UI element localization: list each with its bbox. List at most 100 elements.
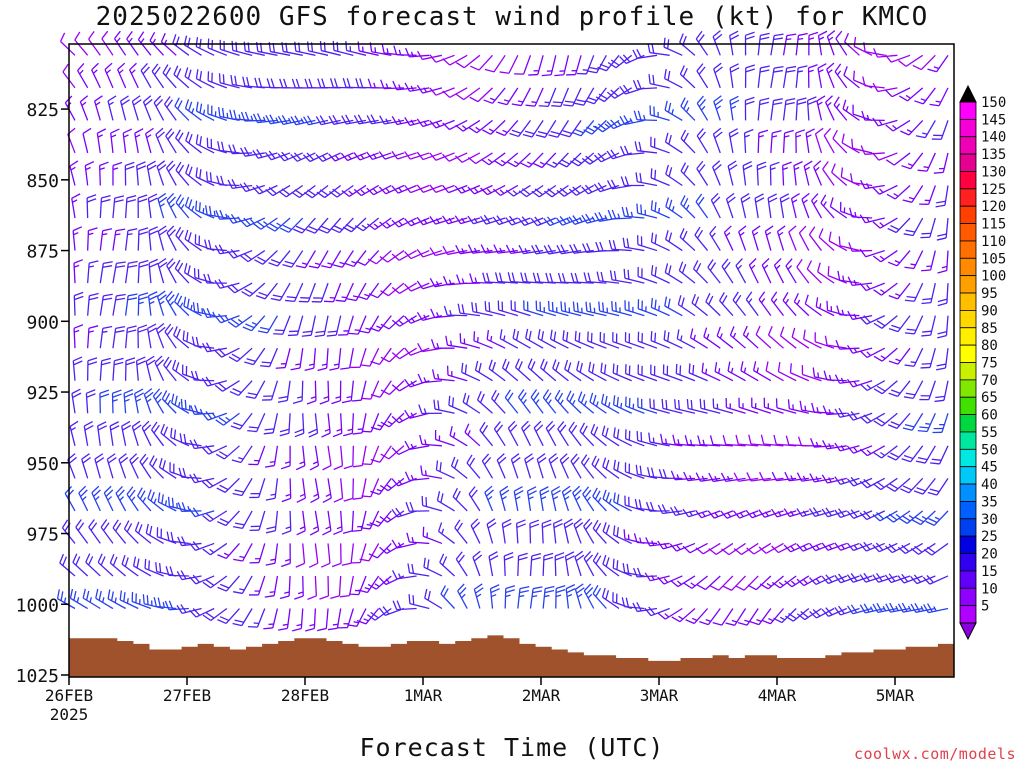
wind-barb (503, 551, 514, 576)
wind-barb (884, 54, 911, 63)
wind-barb (73, 259, 84, 284)
wind-barb (247, 608, 266, 628)
wind-barb (151, 63, 165, 89)
wind-barb (555, 216, 582, 226)
wind-barb (619, 115, 645, 126)
wind-barb (649, 398, 670, 414)
wind-barb (281, 510, 292, 535)
wind-barb (672, 434, 696, 447)
wind-barb (927, 477, 949, 496)
wind-barb (707, 259, 721, 284)
wind-barb (663, 37, 683, 56)
wind-barb (657, 504, 683, 515)
wind-barb (391, 380, 417, 392)
wind-barb (613, 427, 632, 447)
wind-barb (809, 438, 835, 448)
wind-barb (180, 398, 202, 414)
wind-barb (814, 127, 824, 154)
wind-barb (691, 293, 709, 317)
wind-barb (493, 421, 506, 447)
wind-barb (886, 477, 911, 492)
wind-barb (248, 445, 266, 466)
wind-barb (795, 65, 808, 88)
wind-barb (754, 193, 765, 219)
x-tick-label: 1MAR (404, 686, 443, 705)
wind-barb (247, 412, 266, 433)
wind-barb (202, 542, 228, 556)
wind-barb (176, 604, 202, 615)
wind-barb (636, 203, 658, 219)
wind-barb (796, 258, 810, 284)
wind-barb (464, 423, 481, 447)
wind-barb (595, 241, 620, 252)
wind-barb (761, 608, 785, 625)
wind-barb (912, 510, 936, 526)
wind-barb (304, 348, 317, 372)
wind-barb (298, 282, 316, 303)
wind-barb (217, 141, 240, 154)
wind-barb (657, 607, 683, 620)
wind-barb (859, 412, 886, 424)
wind-barb (742, 325, 759, 349)
wind-barb (722, 575, 747, 591)
wind-barb (570, 272, 594, 284)
wind-barb (671, 608, 696, 623)
wind-barb (230, 412, 253, 430)
wind-barb (899, 87, 924, 102)
wind-barb (524, 453, 535, 479)
wind-barb (560, 301, 582, 317)
wind-barb (112, 357, 124, 381)
colorbar-cell (959, 501, 977, 520)
wind-barb (156, 160, 167, 186)
colorbar-label: 135 (981, 147, 1006, 163)
wind-barb (530, 389, 544, 414)
colorbar-cell (959, 309, 977, 329)
wind-barb (813, 160, 823, 186)
wind-barb (430, 308, 455, 319)
wind-barb (637, 331, 658, 349)
wind-barb (189, 473, 215, 484)
wind-barb (282, 250, 304, 268)
wind-barb (885, 119, 911, 132)
wind-barb (404, 82, 430, 92)
colorbar-label: 40 (981, 477, 998, 493)
wind-barb (287, 315, 304, 337)
wind-barb (201, 376, 227, 387)
wind-barb (846, 445, 873, 454)
wind-barb (727, 361, 746, 382)
x-tick-label: 27FEB (163, 686, 211, 705)
colorbar-cell (959, 136, 977, 155)
wind-barb (164, 600, 189, 611)
wind-barb (424, 588, 443, 610)
wind-barb (145, 523, 164, 544)
credit-link[interactable]: coolwx.com/models (853, 745, 1016, 763)
wind-barb (370, 347, 392, 365)
wind-barb (585, 87, 607, 105)
wind-barb (156, 290, 167, 316)
wind-barb (601, 393, 620, 414)
wind-barb (751, 397, 772, 414)
wind-barb (517, 552, 528, 576)
wind-barb (207, 71, 228, 89)
wind-barb (75, 519, 89, 544)
wind-barb (265, 114, 291, 125)
wind-barb (904, 282, 924, 302)
wind-barb (785, 435, 809, 447)
wind-barb (793, 292, 810, 317)
wind-barb (291, 184, 316, 199)
wind-barb (404, 347, 430, 356)
wind-barb (215, 209, 240, 220)
wind-barb (321, 250, 342, 269)
wind-barb (817, 30, 828, 56)
wind-barb (489, 584, 500, 609)
wind-barb (214, 278, 240, 289)
wind-barb (650, 168, 670, 187)
wind-barb (473, 331, 493, 349)
y-tick-label: 950 (26, 454, 59, 475)
wind-barb (242, 315, 266, 332)
wind-barb (340, 348, 354, 370)
colorbar-label: 25 (981, 529, 998, 545)
wind-barb (434, 429, 455, 447)
wind-barb (189, 574, 215, 585)
wind-barb (583, 518, 595, 544)
